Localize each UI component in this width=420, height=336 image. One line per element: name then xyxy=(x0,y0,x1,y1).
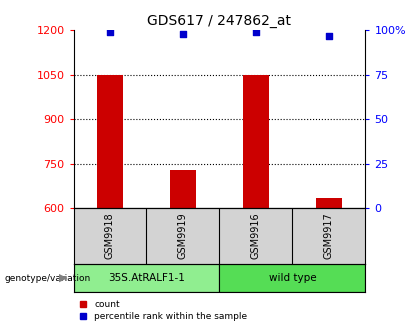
Bar xyxy=(97,75,123,208)
Legend: count, percentile rank within the sample: count, percentile rank within the sample xyxy=(78,300,247,321)
Text: 35S.AtRALF1-1: 35S.AtRALF1-1 xyxy=(108,273,185,283)
Point xyxy=(180,31,186,37)
Point xyxy=(252,29,259,35)
Text: GSM9917: GSM9917 xyxy=(324,213,334,259)
Text: ▶: ▶ xyxy=(59,273,67,283)
Point xyxy=(326,33,332,38)
Bar xyxy=(220,264,365,292)
Text: wild type: wild type xyxy=(269,273,316,283)
Bar xyxy=(243,75,269,208)
Title: GDS617 / 247862_at: GDS617 / 247862_at xyxy=(147,14,291,28)
Bar xyxy=(316,198,342,208)
Bar xyxy=(170,170,196,208)
Text: genotype/variation: genotype/variation xyxy=(4,274,90,283)
Text: GSM9916: GSM9916 xyxy=(251,213,261,259)
Text: GSM9918: GSM9918 xyxy=(105,213,115,259)
Bar xyxy=(74,264,220,292)
Text: GSM9919: GSM9919 xyxy=(178,213,188,259)
Point xyxy=(107,29,113,35)
